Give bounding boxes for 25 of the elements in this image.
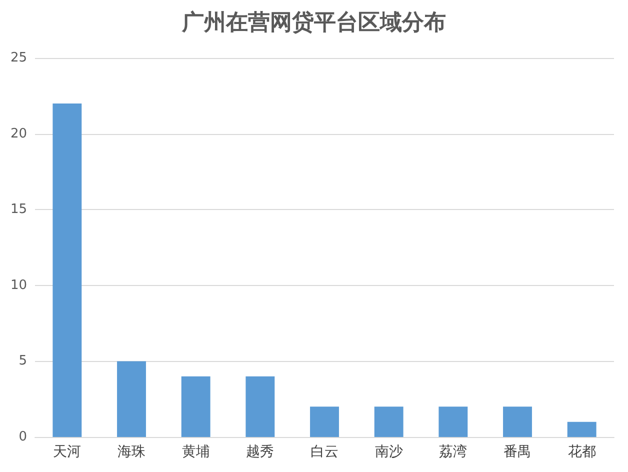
x-tick-label: 花都 [568,444,596,460]
y-tick-label: 20 [10,126,27,142]
x-tick-label: 番禺 [504,444,532,460]
bar [52,103,82,437]
y-tick-label: 25 [10,50,27,66]
y-tick-label: 0 [18,430,27,444]
x-tick-label: 白云 [310,444,338,460]
x-tick-label: 黄埔 [182,444,210,460]
y-tick-label: 15 [10,202,27,218]
bar [117,361,146,437]
bar [246,376,275,437]
bar [181,376,210,437]
x-tick-label: 海珠 [118,444,146,460]
bar [503,406,532,437]
x-tick-label: 南沙 [374,444,403,460]
x-tick-label: 荔湾 [439,444,468,460]
bar [567,422,596,437]
x-tick-label: 越秀 [246,444,274,460]
bar [374,406,404,437]
bar [438,406,468,437]
x-tick-label: 天河 [53,444,82,460]
chart-title: 广州在营网贷平台区域分布 [181,10,446,34]
y-tick-label: 10 [10,278,27,293]
bar [310,406,339,437]
y-tick-label: 5 [18,354,27,369]
